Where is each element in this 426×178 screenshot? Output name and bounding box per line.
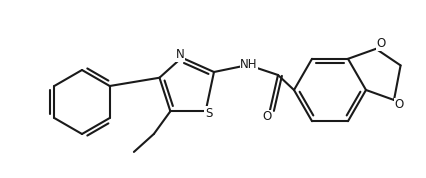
Text: O: O	[394, 98, 403, 111]
Text: N: N	[176, 48, 184, 61]
Text: NH: NH	[240, 59, 258, 72]
Text: O: O	[262, 111, 272, 124]
Text: O: O	[377, 37, 386, 50]
Text: S: S	[205, 107, 212, 120]
